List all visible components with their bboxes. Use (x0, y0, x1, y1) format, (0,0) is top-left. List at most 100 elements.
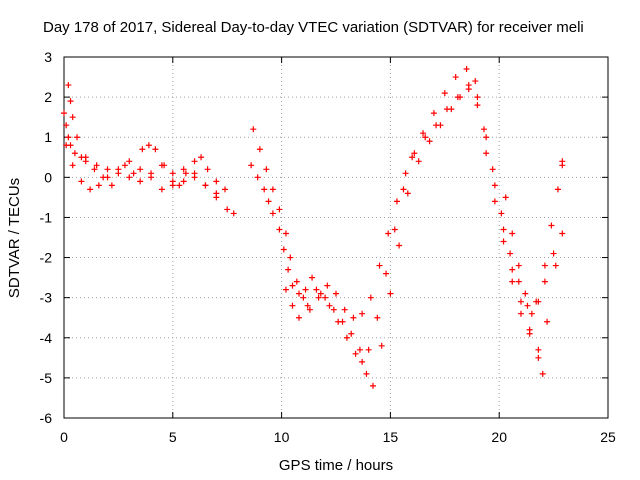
data-point (326, 302, 333, 309)
data-point (359, 310, 366, 317)
data-point (306, 306, 313, 313)
data-point (535, 346, 542, 353)
data-point (269, 210, 276, 217)
data-point (254, 174, 261, 181)
data-point (378, 342, 385, 349)
data-point (158, 186, 165, 193)
data-point (420, 130, 427, 137)
series-track-d (248, 66, 566, 365)
data-point (480, 126, 487, 133)
series-track-b (65, 82, 229, 193)
data-point (515, 278, 522, 285)
data-point (350, 314, 357, 321)
data-point (176, 182, 183, 189)
data-point (145, 142, 152, 149)
data-point (69, 162, 76, 169)
data-point (541, 278, 548, 285)
x-tick-label: 10 (274, 429, 290, 445)
axis-ticks: 0 5 10 15 20 25 -6 -5 -4 -3 -2 -1 0 1 2 3 (40, 49, 616, 445)
data-point (559, 158, 566, 165)
data-point (224, 206, 231, 213)
data-point (500, 226, 507, 233)
data-point (400, 186, 407, 193)
data-point (385, 230, 392, 237)
data-point (161, 162, 168, 169)
data-point (169, 182, 176, 189)
data-point (61, 110, 67, 117)
y-tick-label: -4 (40, 330, 53, 346)
data-point (93, 162, 100, 169)
data-point (404, 190, 411, 197)
data-point (396, 242, 403, 249)
data-point (148, 174, 155, 181)
data-point (315, 294, 322, 301)
data-point (500, 238, 507, 245)
data-point (393, 198, 400, 205)
data-point (522, 290, 529, 297)
y-tick-label: 0 (44, 169, 52, 185)
data-point (248, 162, 255, 169)
data-point (287, 254, 294, 261)
y-tick-label: -2 (40, 250, 53, 266)
data-point (483, 134, 490, 141)
data-point (491, 198, 498, 205)
series-track-f (282, 82, 546, 389)
data-point (130, 170, 137, 177)
data-point (554, 186, 561, 193)
data-point (363, 370, 370, 377)
data-point (535, 354, 542, 361)
data-point (126, 174, 133, 181)
y-tick-label: 1 (44, 129, 52, 145)
data-point (63, 142, 70, 149)
data-point (293, 278, 300, 285)
data-point (367, 294, 374, 301)
data-point (304, 302, 311, 309)
grid (64, 57, 608, 418)
data-point (387, 290, 394, 297)
data-point (250, 126, 257, 133)
data-point (302, 286, 309, 293)
data-point (465, 82, 472, 89)
data-point (498, 210, 505, 217)
data-point (441, 90, 448, 97)
data-point (139, 146, 146, 153)
data-point (169, 170, 176, 177)
data-point (202, 182, 209, 189)
data-point (104, 166, 111, 173)
data-point (213, 178, 220, 185)
data-point (74, 134, 81, 141)
x-tick-label: 5 (169, 429, 177, 445)
data-point (180, 166, 187, 173)
data-point (426, 138, 433, 145)
data-point (552, 262, 559, 269)
data-point (309, 274, 316, 281)
x-tick-label: 15 (383, 429, 399, 445)
data-point (502, 194, 509, 201)
data-point (517, 310, 524, 317)
data-point (65, 134, 72, 141)
data-point (544, 318, 551, 325)
data-point (333, 290, 339, 297)
y-axis-label: SDTVAR / TECUs (6, 178, 23, 298)
data-point (374, 314, 381, 321)
x-tick-label: 25 (600, 429, 616, 445)
data-point (137, 178, 144, 185)
chart-title: Day 178 of 2017, Sidereal Day-to-day VTE… (43, 19, 584, 36)
data-point (126, 158, 133, 165)
data-point (524, 302, 531, 309)
data-point (95, 182, 102, 189)
data-point (472, 78, 479, 85)
data-point (369, 382, 376, 389)
x-tick-label: 0 (60, 429, 68, 445)
data-point (474, 102, 481, 109)
data-point (509, 278, 516, 285)
data-point (104, 174, 111, 181)
data-point (313, 286, 320, 293)
data-point (213, 190, 220, 197)
data-point (282, 286, 289, 293)
data-point (463, 66, 470, 73)
series-track-e (250, 86, 566, 353)
data-point (507, 250, 514, 257)
data-point (108, 182, 115, 189)
